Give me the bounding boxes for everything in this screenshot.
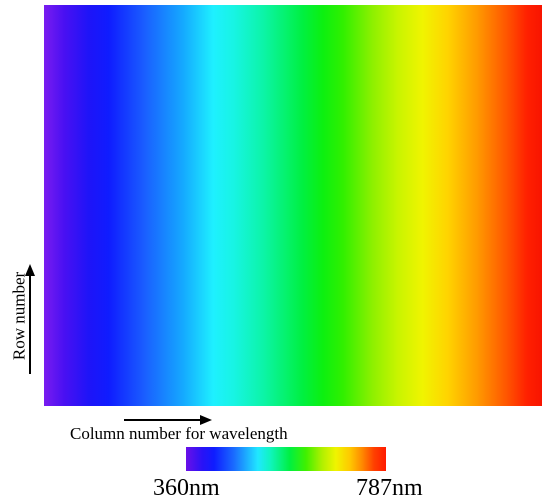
row-axis-label: Row number bbox=[9, 271, 29, 361]
colorbar-min-label: 360nm bbox=[153, 475, 220, 501]
column-axis-label: Column number for wavelength bbox=[70, 424, 288, 443]
wavelength-colorbar bbox=[186, 447, 386, 471]
column-arrow-icon bbox=[124, 415, 212, 425]
colorbar-max-label: 787nm bbox=[356, 475, 423, 501]
row-arrow-icon bbox=[25, 264, 35, 374]
spectrum-image bbox=[44, 5, 542, 406]
